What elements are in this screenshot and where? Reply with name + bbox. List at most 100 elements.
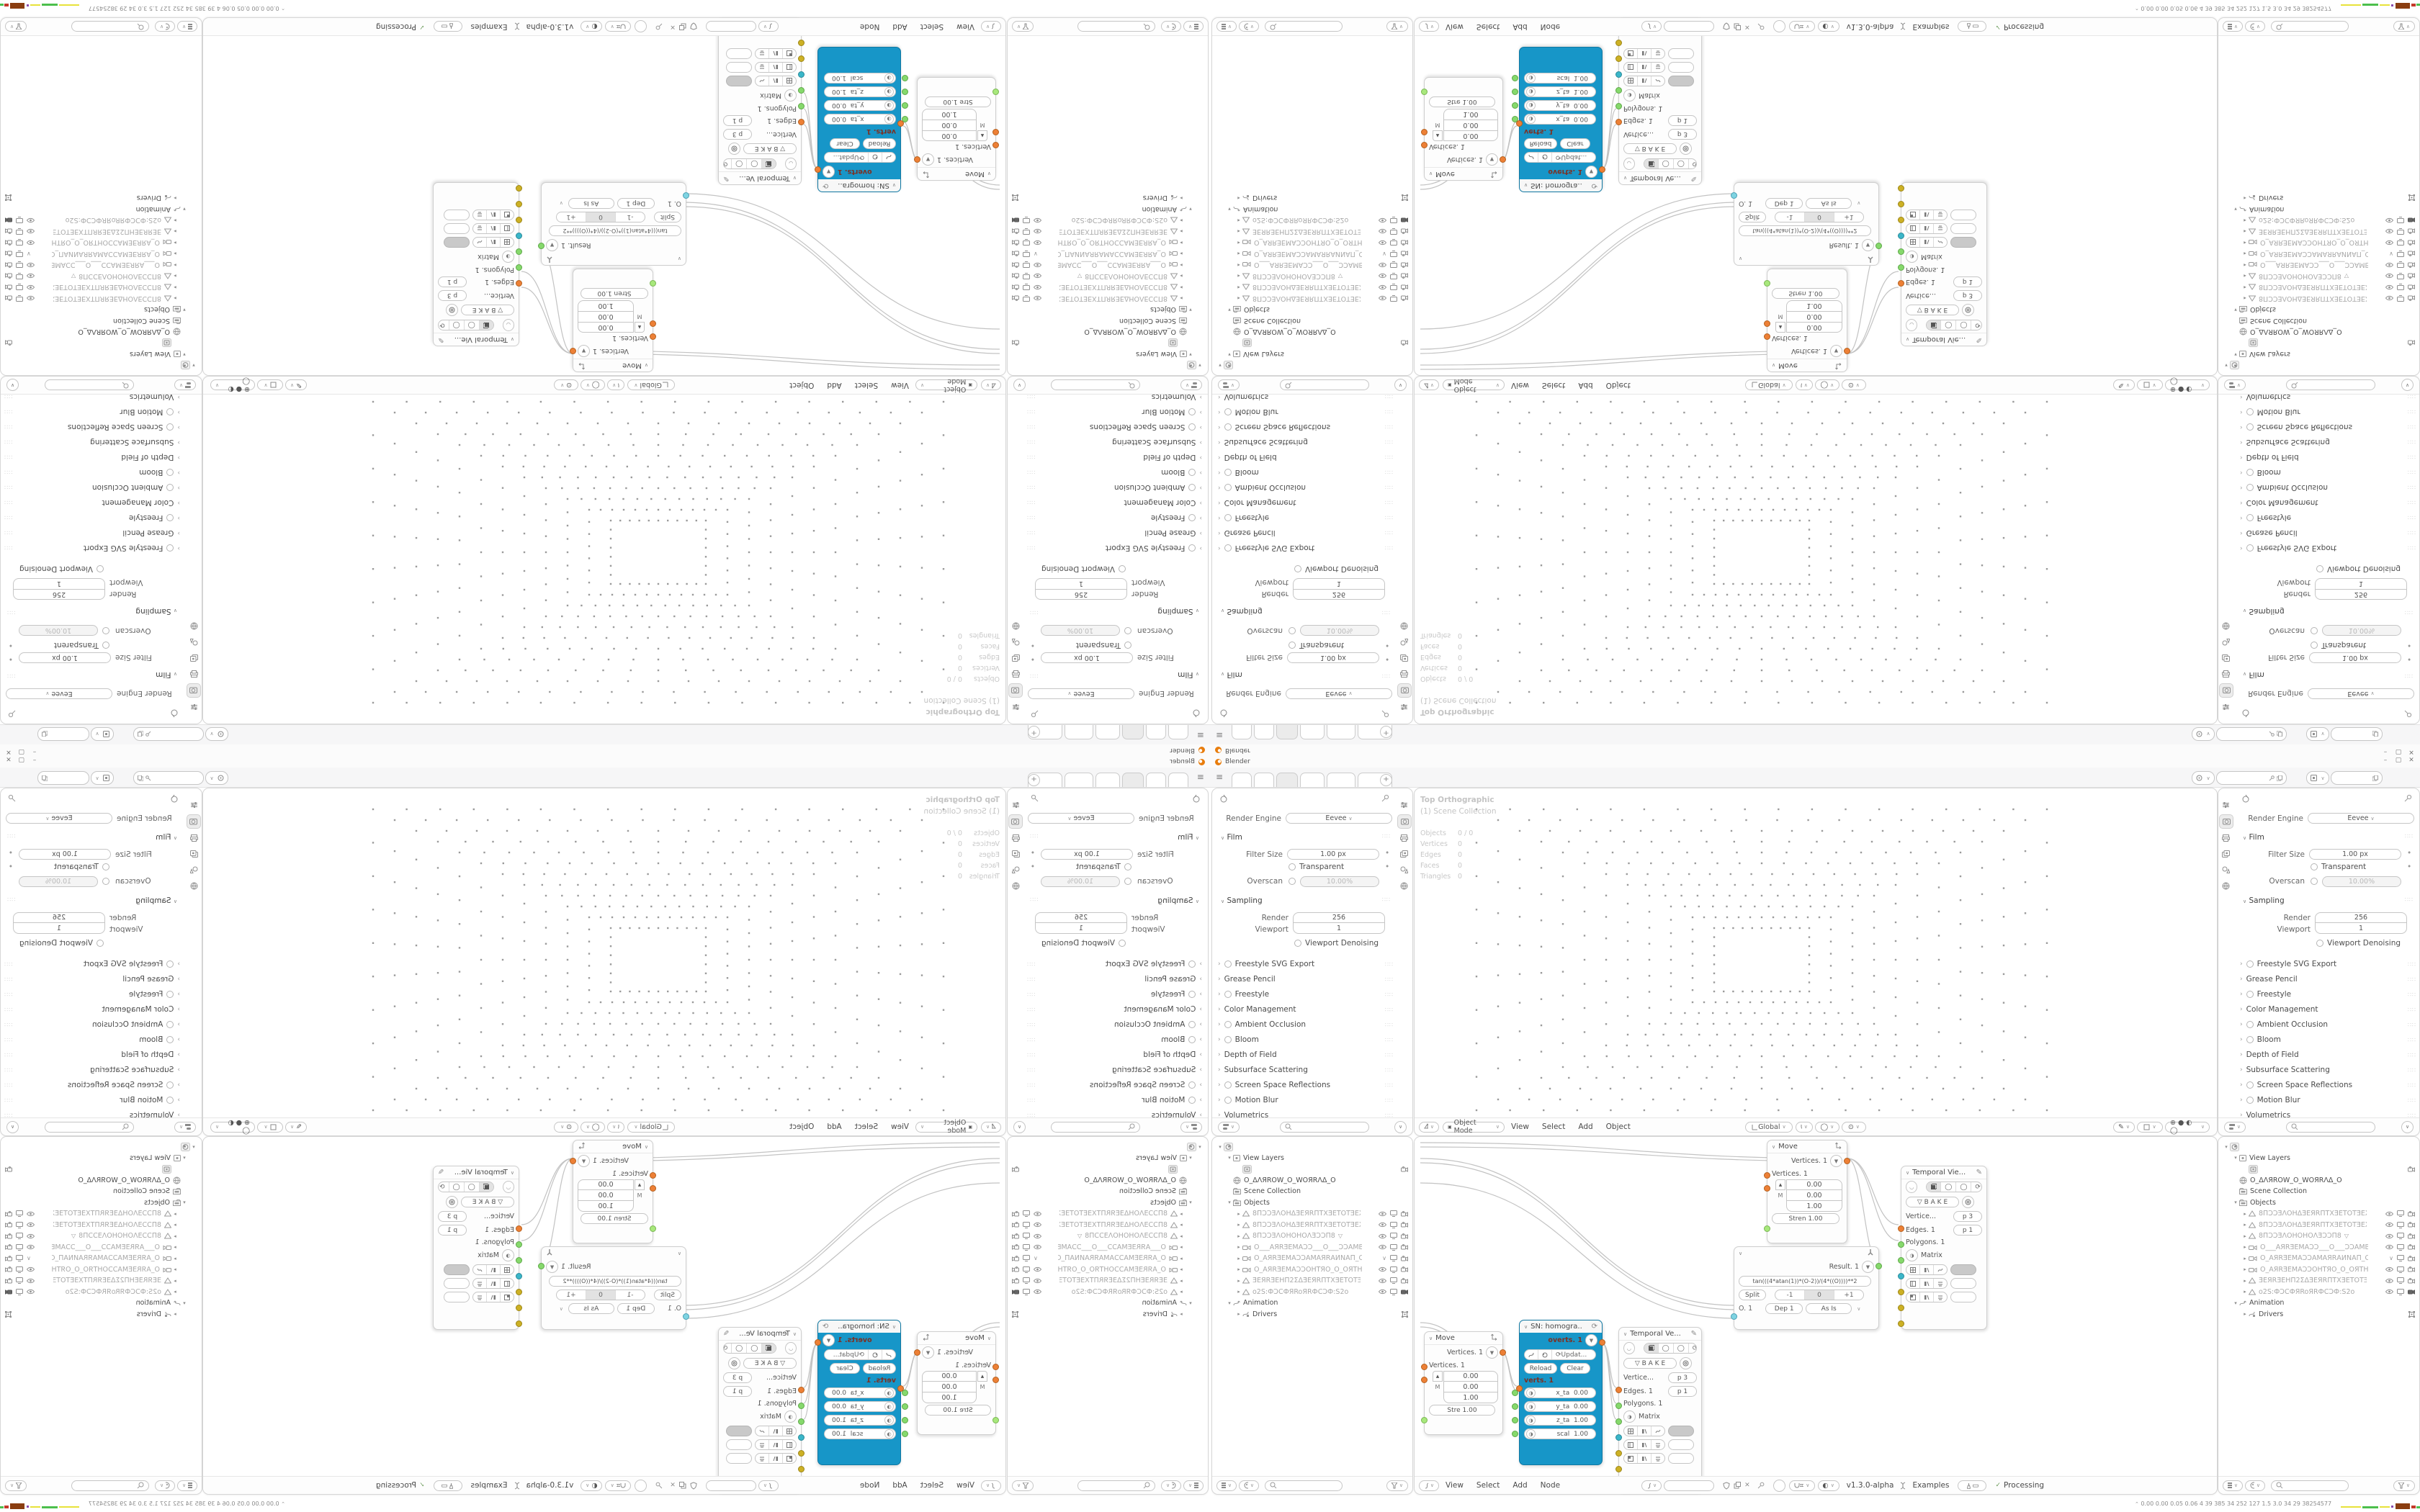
editor-type-button[interactable]: ∨ [174,1121,196,1133]
node-sn-homography[interactable]: ∨ SN: homogra.. ⟳ overts. 1 ▼ ⟳ Updat... Re… [1512,1320,1605,1465]
section-grease-pencil[interactable]: › Grease Pencil ∷∷ [2240,528,2416,537]
eye-toggle-icon[interactable] [1034,228,1041,234]
viewlayer-selector[interactable]: ∨ [2306,771,2383,785]
sampling-section[interactable]: ∨ Sampling [2243,607,2285,616]
editor-type-button[interactable]: ∨ [1216,21,1237,32]
outliner-row[interactable]: ▸ o2S:ФƆϹФЯRoЯRФϹƆФ:S2o [1216,1287,1411,1298]
menu-add[interactable]: Add [892,1481,908,1490]
outliner-row[interactable]: ▸ O___ΑЯRƎΕΜΑƆƆ___O___ƆƆΑΜΒƎ [1009,259,1204,271]
outliner-row[interactable]: Scene Collection [2,315,197,327]
outliner-row[interactable]: O_ΔΛЯROW_O_WOЯRΛΔ_O [1009,326,1204,338]
section-ambient-occlusion[interactable]: › Ambient Occlusion ∷∷ [4,483,180,492]
scr-toggle-icon[interactable] [2397,217,2404,224]
section-grease-pencil[interactable]: › Grease Pencil ∷∷ [1026,528,1202,537]
cam-toggle-icon[interactable] [1012,1277,1019,1284]
node-temporal-viewer-1[interactable]: ∨Temporal Ve...✎ ◡◯◯⟳ ▽ B A K E Vertice.… [718,1327,805,1491]
snap-circle[interactable] [1773,1479,1785,1492]
properties-tab-tool[interactable] [2219,798,2232,811]
cam-toggle-icon[interactable] [1012,1244,1019,1251]
properties-tab-output[interactable] [1397,667,1410,680]
scr-toggle-icon[interactable] [2397,228,2404,235]
eye-toggle-icon[interactable] [1379,1222,1386,1228]
eye-toggle-icon[interactable] [2385,273,2393,279]
outliner-row[interactable]: ▸ ƎΕЯRƎΕΗΠ2ΣΔƎΕЯRΠΤΧƎΕΤΟΤƎΕ) [1009,226,1204,238]
section-subsurface-scattering[interactable]: › Subsurface Scattering ∷∷ [4,438,180,446]
sampling-render-field[interactable]: 256 [1035,589,1127,600]
xray-toggle[interactable]: ∨ [257,1121,283,1133]
properties-search-input[interactable] [45,1121,134,1133]
node-sn-homography[interactable]: ∨ SN: homogra.. ⟳ overts. 1 ▼ ⟳ Updat... Re… [815,47,908,192]
camdark-toggle-icon[interactable] [2408,1289,2415,1295]
menu-add[interactable]: Add [827,1122,842,1131]
filter-size-field[interactable]: 1.00 px [1041,849,1133,860]
eye-toggle-icon[interactable] [2385,240,2393,246]
section-screen-space-reflections[interactable]: › Screen Space Reflections ∷∷ [2240,423,2416,431]
properties-tab-render[interactable] [2219,814,2233,829]
sampling-section[interactable]: ∨ Sampling [2243,896,2285,905]
render-engine-select[interactable]: Eevee ∨ [6,688,112,699]
outliner-row[interactable]: ▾ Animation [1228,204,1278,213]
eye-toggle-icon[interactable] [1379,1233,1386,1239]
outliner-row[interactable]: ▸ Drivers [1216,192,1411,204]
section-depth-of-field[interactable]: › Depth of Field ∷∷ [1218,1050,1394,1059]
node-editor-area[interactable]: ∨ Move Vertices. 1 ▼ Vertices. 1 ▴ M 0.00 0… [1414,1136,2218,1495]
outliner-row[interactable]: ▸ O___ΑЯRƎΕΜΑƆƆ___O___ƆƆΑΜΒƎ [2,1242,197,1254]
outliner-search-input[interactable] [1077,1480,1155,1491]
processing-toggle[interactable]: Processing [2004,1481,2045,1490]
editor-type-button[interactable]: ∨ [1419,1121,1439,1133]
render-engine-select[interactable]: Eevee ∨ [1286,813,1392,824]
chev-toggle-icon[interactable]: ∨ [1034,250,1038,257]
box-toggle-icon[interactable] [5,1310,12,1318]
scr-toggle-icon[interactable] [16,1210,23,1218]
outliner-row[interactable]: ▾ [1216,1141,1411,1153]
scr-toggle-icon[interactable] [2397,1233,2404,1240]
properties-options-button[interactable]: ∨ [1394,1120,1407,1133]
outliner-row[interactable]: ▾ Animation [1228,1299,1278,1308]
pin-icon[interactable] [2404,794,2412,802]
cam-toggle-icon[interactable] [2408,295,2415,302]
scr-toggle-icon[interactable] [1390,1266,1397,1273]
outliner-row[interactable]: ▸ 8ΠƆƆƎΛΟΗΟΗΟΛƎƆƆΠ8 ▽ [2,271,197,282]
pin-icon[interactable] [1757,1482,1765,1489]
outliner-row[interactable]: ▸ o2S:ФƆϹФЯRoЯRФϹƆФ:S2o [1216,215,1411,226]
maximize-button[interactable]: ▢ [2395,748,2402,755]
eye-toggle-icon[interactable] [1034,1289,1041,1295]
scr-toggle-icon[interactable] [1390,1210,1397,1218]
render-engine-select[interactable]: Eevee ∨ [1028,813,1134,824]
overscan-checkbox[interactable] [1289,627,1296,634]
eye-toggle-icon[interactable] [1379,284,1386,290]
display-mode-button[interactable]: ∨ [1239,21,1259,32]
properties-tab-world2[interactable] [1397,620,1410,633]
editor-type-button[interactable]: ∨ [2223,1480,2243,1491]
eye-toggle-icon[interactable] [27,1266,35,1272]
outliner-row[interactable]: ▸ o2S:ФƆϹФЯRoЯRФϹƆФ:S2o [2223,1287,2418,1298]
properties-tab-output[interactable] [188,832,201,845]
outliner-row[interactable]: ▸ O_ΑЯRƎΕΜΑƆƆΟΗΤЯΟ_O_ΟЯΤΗΟ( [2,237,197,248]
node-sn-homography[interactable]: ∨ SN: homogra.. ⟳ overts. 1 ▼ ⟳ Updat... Re… [1512,47,1605,192]
outliner-row[interactable]: ▸ ƎΕЯRƎΕΗΠ2ΣΔƎΕЯRΠΤΧƎΕΤΟΤƎΕ) [1216,226,1411,238]
scr-toggle-icon[interactable] [1390,250,1397,257]
scr-toggle-icon[interactable] [16,1266,23,1273]
section-bloom[interactable]: › Bloom ∷∷ [1026,468,1202,477]
properties-tab-tool[interactable] [188,798,201,811]
unlink-icon[interactable]: ✕ [670,1482,676,1489]
gizmo-toggle[interactable]: ⊙ ∨ [554,379,579,391]
eye-toggle-icon[interactable] [2385,1244,2393,1250]
outliner-row[interactable]: ▸ O_ΑЯRƎΕΜΑƆƆΟΗΤЯΟ_O_ΟЯΤΗΟ( [1216,237,1411,248]
overscan-field[interactable]: 10.00% [1041,876,1120,887]
outliner-row[interactable]: ▸ O_ΑЯRƎΕΜΑƆƆΟΗΤЯΟ_O_ΟЯΤΗΟ( [1009,1264,1204,1276]
film-section[interactable]: ∨ Film [2243,833,2264,842]
box-toggle-icon[interactable] [2408,1310,2415,1318]
shading-mode-buttons[interactable]: ⊕ ● ◐ ◯ ∨ [2165,1119,2210,1135]
section-screen-space-reflections[interactable]: › Screen Space Reflections ∷∷ [1026,1081,1202,1089]
section-motion-blur[interactable]: › Motion Blur ∷∷ [2240,1096,2416,1104]
display-mode-button[interactable]: ∨ [1239,1480,1259,1491]
outliner-row[interactable]: ▾ Objects [1150,1198,1192,1207]
menu-node[interactable]: Node [859,22,880,31]
outliner-row[interactable]: Scene Collection [1009,1186,1204,1197]
eye-toggle-icon[interactable] [1034,262,1041,268]
section-subsurface-scattering[interactable]: › Subsurface Scattering ∷∷ [1218,438,1394,446]
cam-toggle-icon[interactable] [5,239,12,246]
node-formula[interactable]: ∨ Result. 1 ▼ tan(((4*atan(1))*(O-2))/(4*… [538,182,689,266]
eye-toggle-icon[interactable] [27,262,35,268]
